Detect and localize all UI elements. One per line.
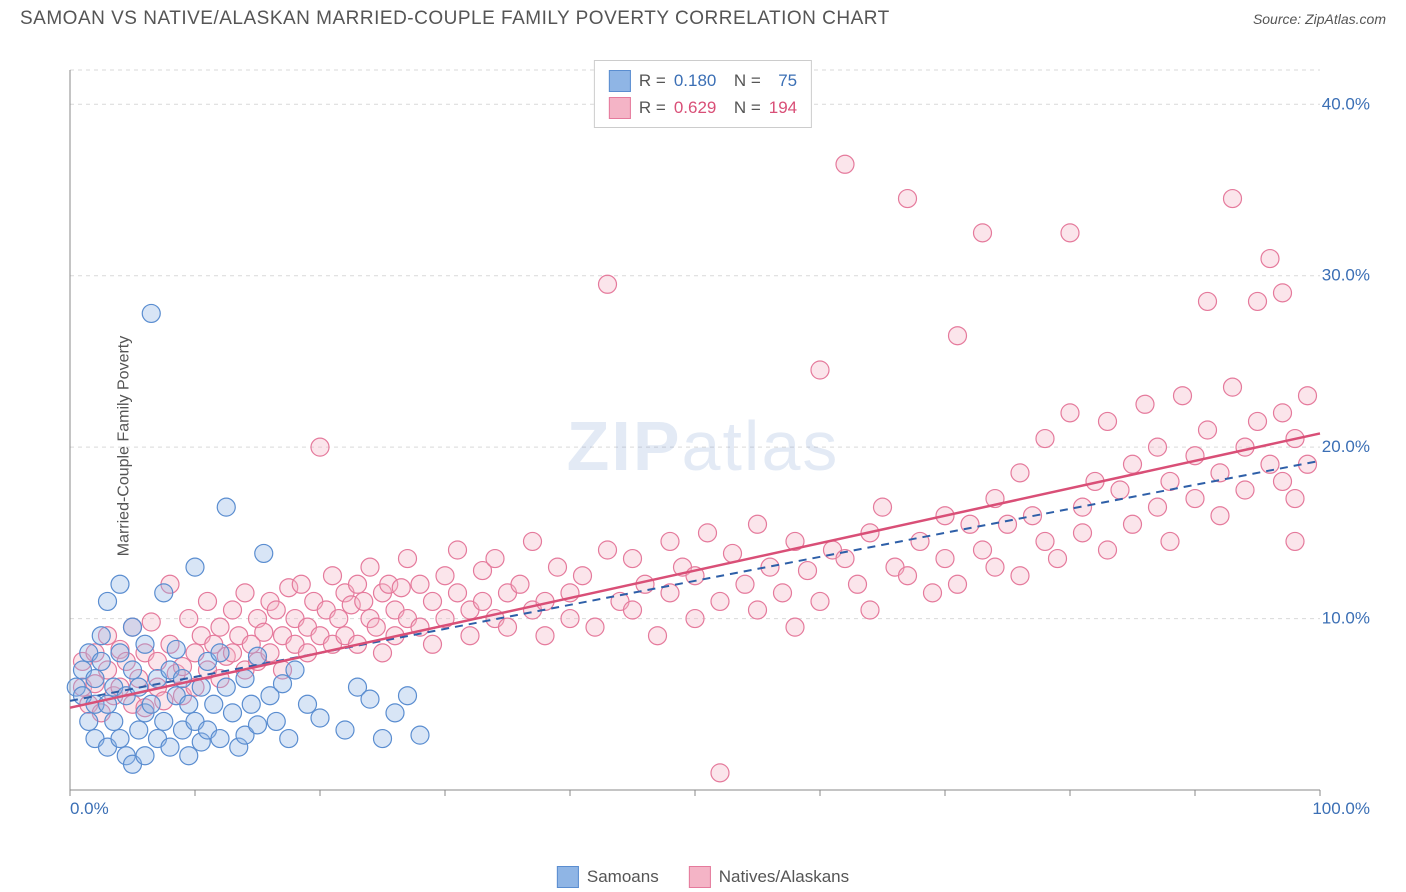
legend-item-samoans: Samoans xyxy=(557,866,659,888)
legend-corr-row-samoans: R = 0.180 N = 75 xyxy=(609,67,797,94)
legend-series: Samoans Natives/Alaskans xyxy=(557,866,849,888)
svg-text:30.0%: 30.0% xyxy=(1322,266,1370,285)
svg-text:0.0%: 0.0% xyxy=(70,799,109,818)
legend-label-natives: Natives/Alaskans xyxy=(719,867,849,887)
legend-swatch-samoans xyxy=(609,70,631,92)
n-value-natives: 194 xyxy=(769,94,797,121)
n-value-samoans: 75 xyxy=(769,67,797,94)
r-value-natives: 0.629 xyxy=(674,94,717,121)
svg-text:20.0%: 20.0% xyxy=(1322,437,1370,456)
svg-text:100.0%: 100.0% xyxy=(1312,799,1370,818)
legend-swatch-natives xyxy=(609,97,631,119)
svg-text:40.0%: 40.0% xyxy=(1322,94,1370,113)
chart-header: SAMOAN VS NATIVE/ALASKAN MARRIED-COUPLE … xyxy=(0,0,1406,42)
legend-item-natives: Natives/Alaskans xyxy=(689,866,849,888)
svg-text:10.0%: 10.0% xyxy=(1322,609,1370,628)
chart-title: SAMOAN VS NATIVE/ALASKAN MARRIED-COUPLE … xyxy=(20,8,890,30)
scatter-svg: 10.0% 20.0% 30.0% 40.0% 0.0% 100.0% xyxy=(60,60,1380,830)
legend-label-samoans: Samoans xyxy=(587,867,659,887)
legend-swatch-icon xyxy=(557,866,579,888)
legend-corr-row-natives: R = 0.629 N = 194 xyxy=(609,94,797,121)
legend-correlation: R = 0.180 N = 75 R = 0.629 N = 194 xyxy=(594,60,812,128)
legend-swatch-icon xyxy=(689,866,711,888)
chart-source: Source: ZipAtlas.com xyxy=(1253,11,1386,27)
plot-area: 10.0% 20.0% 30.0% 40.0% 0.0% 100.0% xyxy=(60,60,1380,830)
r-value-samoans: 0.180 xyxy=(674,67,717,94)
